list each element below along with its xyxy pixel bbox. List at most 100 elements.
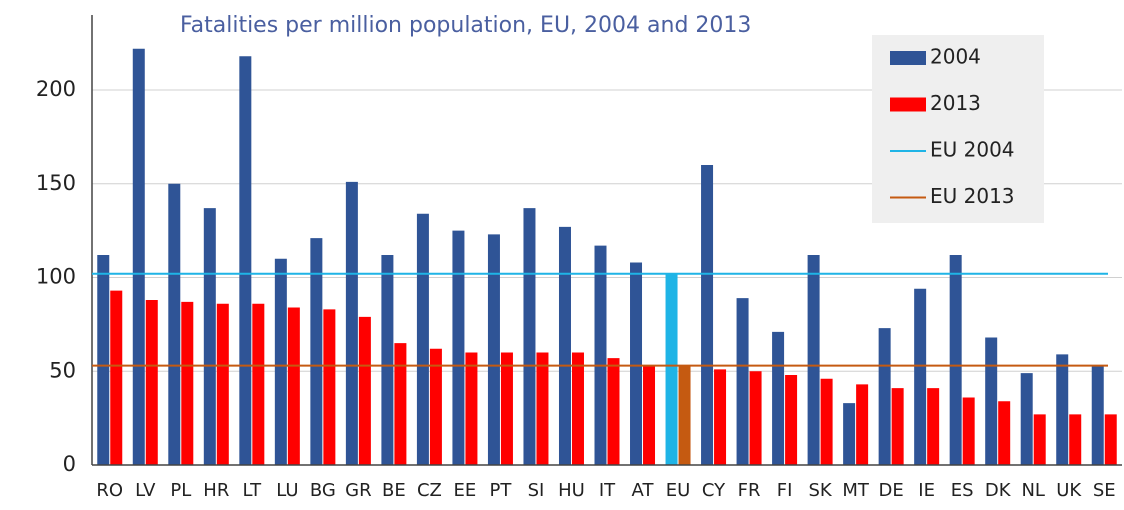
x-tick-label: SI xyxy=(528,480,545,501)
bar xyxy=(287,307,300,465)
bar xyxy=(843,403,856,465)
bar xyxy=(452,230,465,465)
x-tick-label: FR xyxy=(738,480,761,501)
bar xyxy=(643,365,656,465)
bar xyxy=(807,255,820,465)
bar xyxy=(594,245,607,465)
bar xyxy=(714,369,727,465)
bar xyxy=(927,388,940,465)
x-tick-label: IT xyxy=(599,480,616,501)
x-tick-label: NL xyxy=(1021,480,1045,501)
bar xyxy=(323,309,336,465)
x-tick-label: EE xyxy=(454,480,477,501)
bar xyxy=(962,397,975,465)
y-tick-label: 50 xyxy=(49,358,76,382)
bar xyxy=(891,388,904,465)
bar xyxy=(607,358,620,465)
x-tick-label: ES xyxy=(951,480,974,501)
x-tick-label: DK xyxy=(985,480,1012,501)
bar xyxy=(487,234,500,465)
legend-label: EU 2013 xyxy=(930,184,1015,208)
bar xyxy=(749,371,762,465)
x-tick-label: LU xyxy=(276,480,298,501)
bar xyxy=(132,48,145,465)
bar xyxy=(558,226,571,465)
x-tick-label: LT xyxy=(243,480,263,501)
bar xyxy=(736,298,749,465)
bar xyxy=(701,165,714,465)
bar xyxy=(949,255,962,465)
legend-swatch xyxy=(890,51,926,65)
bar xyxy=(1091,365,1104,465)
legend-swatch xyxy=(890,97,926,112)
x-tick-label: SK xyxy=(808,480,832,501)
x-tick-label: EU xyxy=(666,480,691,501)
x-tick-label: MT xyxy=(842,480,870,501)
x-tick-label: BG xyxy=(310,480,336,501)
bar xyxy=(394,343,407,465)
x-tick-label: HR xyxy=(203,480,229,501)
x-tick-label: RO xyxy=(96,480,123,501)
bar xyxy=(145,300,158,465)
bar xyxy=(785,375,798,465)
bar xyxy=(1020,373,1033,465)
x-tick-label: DE xyxy=(879,480,904,501)
bar xyxy=(168,183,181,465)
bar xyxy=(523,208,536,465)
bar xyxy=(97,255,110,465)
y-tick-label: 0 xyxy=(63,452,76,476)
chart-title: Fatalities per million population, EU, 2… xyxy=(180,13,751,38)
bar xyxy=(856,384,869,465)
bar xyxy=(345,181,358,465)
y-tick-label: 100 xyxy=(36,265,76,289)
bar xyxy=(274,258,287,465)
bar xyxy=(358,316,371,465)
x-tick-label: CY xyxy=(702,480,726,501)
bar xyxy=(1069,414,1082,465)
legend-label: EU 2004 xyxy=(930,138,1015,162)
bar xyxy=(678,365,691,465)
bar xyxy=(571,352,584,465)
bar xyxy=(985,337,998,465)
legend-box xyxy=(872,35,1044,223)
legend-label: 2004 xyxy=(930,45,981,69)
bar xyxy=(416,213,429,465)
x-tick-label: GR xyxy=(345,480,371,501)
bar xyxy=(665,273,678,465)
bar xyxy=(630,262,643,465)
x-tick-label: IE xyxy=(918,480,935,501)
x-tick-label: AT xyxy=(632,480,655,501)
bar xyxy=(500,352,513,465)
legend-label: 2013 xyxy=(930,91,981,115)
bar xyxy=(998,401,1011,465)
y-tick-label: 200 xyxy=(36,77,76,101)
bar xyxy=(772,331,785,465)
bar xyxy=(914,288,927,465)
x-tick-label: BE xyxy=(382,480,406,501)
bar xyxy=(203,208,216,465)
bar xyxy=(181,301,194,465)
bar xyxy=(239,56,252,465)
bar xyxy=(110,290,123,465)
y-tick-label: 150 xyxy=(36,171,76,195)
bar xyxy=(465,352,478,465)
bar xyxy=(878,328,891,465)
x-tick-label: UK xyxy=(1056,480,1082,501)
bar xyxy=(429,348,442,465)
bar xyxy=(1104,414,1117,465)
bar xyxy=(536,352,549,465)
x-tick-label: HU xyxy=(558,480,585,501)
x-tick-label: PL xyxy=(170,480,191,501)
bar xyxy=(820,378,833,465)
bar xyxy=(216,303,229,465)
x-tick-label: PT xyxy=(490,480,513,501)
x-tick-label: CZ xyxy=(417,480,442,501)
bar xyxy=(252,303,265,465)
x-tick-label: LV xyxy=(135,480,156,501)
bar xyxy=(310,238,323,465)
bar xyxy=(1056,354,1069,465)
x-tick-label: FI xyxy=(777,480,793,501)
bar xyxy=(1033,414,1046,465)
bar xyxy=(381,255,394,465)
